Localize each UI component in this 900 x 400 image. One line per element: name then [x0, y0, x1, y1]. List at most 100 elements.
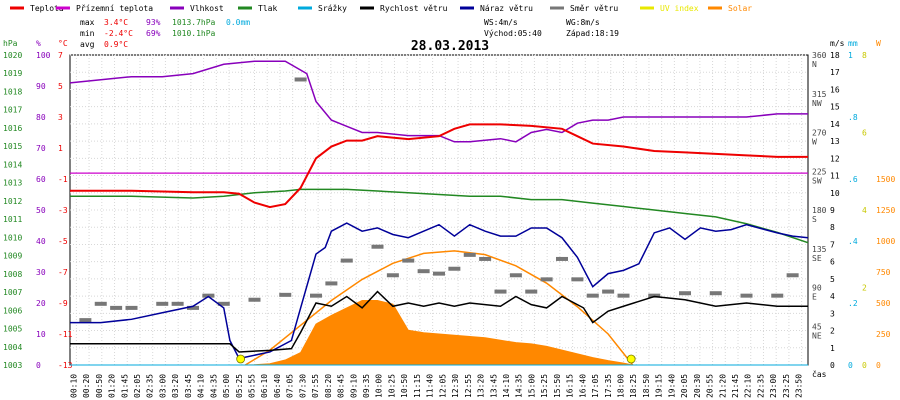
hpa-tick: 1008	[3, 270, 22, 279]
hpa-tick: 1005	[3, 325, 22, 334]
humidity-tick: 90	[36, 82, 46, 91]
wind-tick: 15	[830, 103, 840, 112]
series-wind-direction-mark	[540, 277, 553, 282]
time-tick: 09:35	[362, 374, 371, 398]
hpa-tick: 1016	[3, 124, 22, 133]
solar-tick: 1250	[876, 206, 895, 215]
direction-tick: 180	[812, 206, 827, 215]
wind-tick: 9	[830, 206, 835, 215]
temperature-tick: 1	[58, 144, 63, 153]
legend-label: UV index	[660, 4, 699, 13]
time-tick: 04:10	[197, 374, 206, 398]
wind-tick: 2	[830, 327, 835, 336]
time-tick: 16:15	[566, 374, 575, 398]
stats-min-label: min	[80, 29, 95, 38]
wind-tick: 7	[830, 240, 835, 249]
stats-min-temp: -2.4°C	[104, 29, 133, 38]
series-wind-direction-mark	[417, 269, 430, 274]
time-tick: 18:00	[617, 374, 626, 398]
time-tick: 06:10	[260, 374, 269, 398]
direction-tick: E	[812, 293, 817, 302]
humidity-tick: 50	[36, 206, 46, 215]
humidity-tick: 20	[36, 299, 46, 308]
direction-tick: 45	[812, 322, 822, 331]
time-tick: 07:05	[286, 374, 295, 398]
wind-tick: 14	[830, 120, 840, 129]
time-tick: 21:20	[718, 374, 727, 398]
temperature-tick: -13	[58, 361, 73, 370]
hpa-tick: 1015	[3, 142, 22, 151]
legend-label: Rychlost větru	[380, 4, 448, 13]
hpa-tick: 1010	[3, 233, 22, 242]
time-tick: 11:15	[413, 374, 422, 398]
direction-tick: 90	[812, 284, 822, 293]
series-temperature	[70, 123, 808, 209]
humidity-tick: 100	[36, 51, 51, 60]
series-wind-direction-mark	[433, 271, 445, 276]
chart-title: 28.03.2013	[411, 39, 489, 54]
temperature-tick: -9	[58, 299, 68, 308]
direction-tick: SE	[812, 254, 822, 263]
stats-block: max 3.4°C 93% 1013.7hPa 0.0mm min -2.4°C 69% 101…	[80, 18, 619, 49]
time-tick: 03:45	[184, 374, 193, 398]
legend-label: Solar	[728, 4, 752, 13]
series-wind-direction-mark	[602, 289, 615, 294]
direction-tick: 270	[812, 129, 827, 138]
time-tick: 05:25	[235, 374, 244, 398]
time-tick: 15:00	[527, 374, 536, 398]
direction-tick: SW	[812, 176, 822, 185]
temperature-tick: -5	[58, 237, 68, 246]
series-wind-direction-mark	[571, 277, 584, 282]
series-wind-direction-mark	[294, 77, 307, 82]
time-tick: 00:10	[69, 374, 78, 398]
wind-axis-label: m/s	[830, 39, 845, 48]
series-wind-direction-mark	[279, 292, 292, 297]
hpa-tick: 1009	[3, 252, 22, 261]
time-tick: 22:35	[756, 374, 765, 398]
stats-avg-label: avg	[80, 40, 95, 49]
time-tick: 12:30	[451, 374, 460, 398]
hpa-tick: 1019	[3, 69, 22, 78]
uv-tick: 8	[862, 51, 867, 60]
series-wind-direction-mark	[556, 256, 568, 261]
series-wind-direction-mark	[94, 301, 107, 306]
time-tick: 12:05	[438, 374, 447, 398]
time-tick: 05:00	[222, 374, 231, 398]
hpa-tick: 1006	[3, 306, 22, 315]
wind-tick: 16	[830, 85, 840, 94]
series-wind-direction-mark	[509, 273, 522, 278]
rain-tick: .4	[848, 237, 858, 246]
series-wind-direction-mark	[586, 293, 599, 298]
temperature-tick: 3	[58, 113, 63, 122]
legend-label: Směr větru	[570, 4, 618, 13]
series-wind-direction-mark	[648, 293, 661, 298]
legend-label: Teplota	[30, 4, 64, 13]
time-tick: 01:20	[108, 374, 117, 398]
wind-tick: 5	[830, 275, 835, 284]
humidity-axis-label: %	[36, 39, 41, 48]
stats-sunrise: Východ:05:40	[484, 29, 542, 38]
temperature-tick: -3	[58, 206, 68, 215]
humidity-tick: 10	[36, 330, 46, 339]
time-tick: 19:15	[655, 374, 664, 398]
stats-max-rain: 0.0mm	[226, 18, 250, 27]
time-tick: 18:50	[642, 374, 651, 398]
time-tick: 23:00	[769, 374, 778, 398]
series-wind-direction-mark	[525, 289, 538, 294]
grid	[69, 54, 809, 366]
stats-min-hum: 69%	[146, 29, 161, 38]
series-humidity	[69, 60, 808, 143]
hpa-tick: 1004	[3, 343, 22, 352]
solar-axis-label: W	[876, 39, 881, 48]
series-wind-direction-mark	[217, 301, 230, 306]
hpa-tick: 1013	[3, 179, 22, 188]
time-tick: 22:10	[744, 374, 753, 398]
temperature-tick: -1	[58, 175, 68, 184]
hpa-tick: 1003	[3, 361, 22, 370]
time-tick: 05:55	[248, 374, 257, 398]
time-tick: 08:20	[324, 374, 333, 398]
solar-tick: 750	[876, 268, 891, 277]
series-wind-direction-mark	[156, 301, 169, 306]
rain-axis-label: mm	[848, 39, 858, 48]
